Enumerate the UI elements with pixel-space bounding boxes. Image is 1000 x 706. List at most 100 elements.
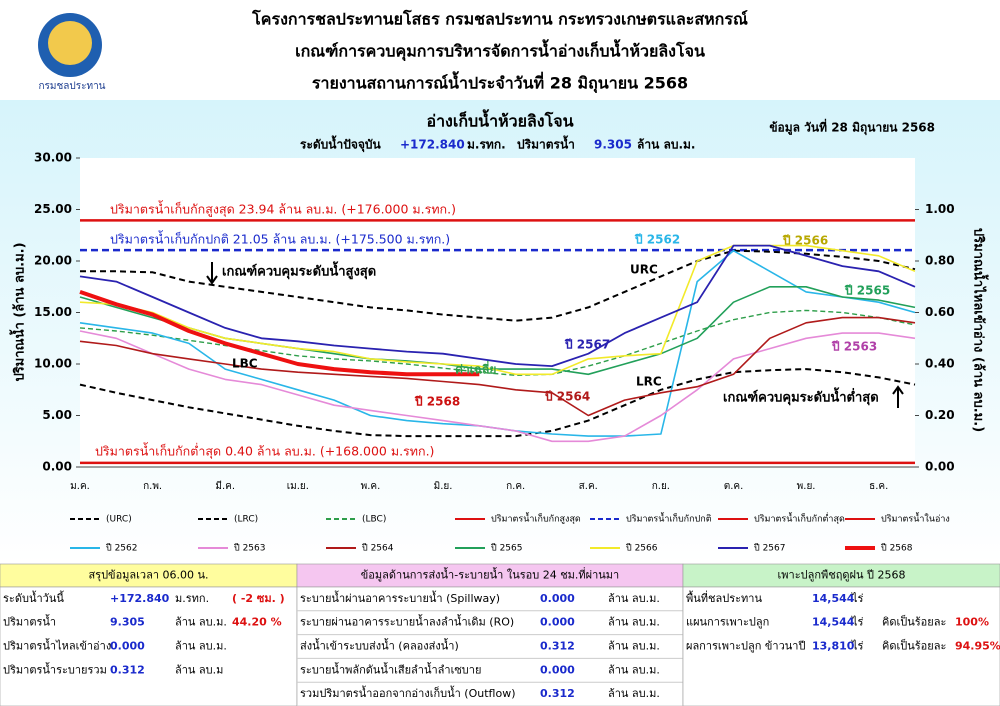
header-title: เกณฑ์การควบคุมการบริหารจัดการน้ำอ่างเก็บ… bbox=[295, 39, 705, 62]
panel-cell: ล้าน ลบ.ม. bbox=[608, 663, 660, 676]
annotation: เกณฑ์ควบคุมระดับน้ำต่ำสุด bbox=[723, 387, 879, 406]
annotation: URC bbox=[630, 263, 658, 277]
series-line bbox=[80, 249, 916, 322]
x-tick-label: พ.ค. bbox=[361, 481, 381, 492]
annotation: ปี 2567 bbox=[564, 338, 610, 352]
legend-label: ปี 2568 bbox=[881, 543, 913, 554]
annotation: ปี 2563 bbox=[831, 340, 877, 354]
y-tick-label: 10.00 bbox=[34, 357, 72, 371]
panel-cell: 0.000 bbox=[540, 592, 575, 605]
subtitle: ล้าน ลบ.ม. bbox=[637, 138, 695, 152]
panel-cell: ผลการเพาะปลูก ข้าวนาปี bbox=[686, 640, 805, 653]
series-line bbox=[79, 244, 916, 376]
legend-label: (LRC) bbox=[234, 515, 258, 525]
y2-tick-label: 0.60 bbox=[925, 305, 955, 319]
panel-cell: 0.312 bbox=[540, 640, 575, 653]
y-tick-label: 30.00 bbox=[34, 151, 72, 165]
subtitle: ปริมาตรน้ำ bbox=[517, 135, 575, 152]
reference-label: ปริมาตรน้ำเก็บกักต่ำสุด 0.40 ล้าน ลบ.ม. … bbox=[95, 442, 434, 460]
panel-cell: ระบายน้ำผ่านอาคารระบายน้ำ (Spillway) bbox=[300, 590, 500, 605]
annotation: LBC bbox=[232, 357, 258, 371]
legend-label: ปี 2562 bbox=[106, 543, 138, 554]
panel-cell: ระดับน้ำวันนี้ bbox=[3, 590, 64, 605]
annotation: ปี 2565 bbox=[844, 284, 890, 298]
x-tick-label: มี.ค. bbox=[215, 480, 235, 492]
legend-label: ปี 2565 bbox=[491, 543, 523, 554]
panel-cell: ไร่ bbox=[851, 616, 864, 629]
series-line bbox=[79, 309, 916, 376]
logo: กรมชลประทาน bbox=[38, 13, 106, 92]
panel-header: ข้อมูลด้านการส่งน้ำ-ระบายน้ำ ในรอบ 24 ชม… bbox=[361, 567, 619, 582]
x-tick-label: ก.ย. bbox=[652, 481, 670, 492]
reference-label: ปริมาตรน้ำเก็บกักปกติ 21.05 ล้าน ลบ.ม. (… bbox=[110, 230, 450, 247]
date-note: ข้อมูล วันที่ 28 มิถุนายน 2568 bbox=[769, 119, 935, 136]
y2-tick-label: 0.40 bbox=[925, 357, 955, 371]
legend-label: ปี 2563 bbox=[234, 543, 266, 554]
subtitle-value: +172.840 bbox=[400, 138, 465, 152]
legend-label: (URC) bbox=[106, 515, 132, 525]
series-line bbox=[79, 368, 916, 438]
y2-tick-label: 0.00 bbox=[925, 460, 955, 474]
legend-label: (LBC) bbox=[362, 515, 386, 525]
subtitle-value: 9.305 bbox=[594, 138, 632, 152]
annotation: ปี 2564 bbox=[544, 390, 590, 404]
panel-cell: ล้าน ลบ.ม. bbox=[608, 640, 660, 653]
panel-cell: ปริมาตรน้ำ bbox=[3, 614, 56, 629]
x-tick-label: เม.ย. bbox=[287, 481, 309, 492]
legend-label: ปริมาตรน้ำในอ่าง bbox=[881, 512, 950, 525]
annotation: ปี 2562 bbox=[634, 233, 680, 247]
panel-cell: 0.312 bbox=[110, 663, 145, 676]
header-title: รายงานสถานการณ์น้ำประจำวันที่ 28 มิถุนาย… bbox=[312, 71, 688, 94]
x-tick-label: ส.ค. bbox=[579, 481, 598, 492]
panel-body bbox=[0, 586, 298, 706]
annotation: ค่าเฉลี่ย bbox=[455, 361, 496, 377]
logo-inner bbox=[48, 21, 92, 65]
series-line bbox=[79, 316, 916, 417]
panel-cell: ปริมาตรน้ำไหลเข้าอ่าง bbox=[3, 638, 111, 653]
panel-cell: 0.000 bbox=[540, 663, 575, 676]
x-tick-label: ธ.ค. bbox=[869, 481, 888, 492]
x-tick-label: พ.ย. bbox=[797, 481, 816, 492]
annotation: ปี 2566 bbox=[782, 234, 828, 248]
panel-cell: แผนการเพาะปลูก bbox=[686, 616, 769, 629]
y2-tick-label: 1.00 bbox=[925, 202, 955, 216]
subtitle: ระดับน้ำปัจจุบัน bbox=[300, 135, 382, 153]
x-tick-label: ก.ค. bbox=[506, 481, 525, 492]
panel-cell: คิดเป็นร้อยละ bbox=[882, 615, 946, 629]
panel-cell: คิดเป็นร้อยละ bbox=[882, 639, 946, 653]
panel-cell: 9.305 bbox=[110, 616, 145, 629]
y-tick-label: 20.00 bbox=[34, 254, 72, 268]
y-tick-label: 25.00 bbox=[34, 202, 72, 216]
panel-cell: ไร่ bbox=[851, 592, 864, 605]
series-line bbox=[79, 330, 916, 443]
y-tick-label: 0.00 bbox=[42, 460, 72, 474]
panel-cell: 13,810 bbox=[812, 640, 855, 653]
x-tick-label: ต.ค. bbox=[724, 481, 744, 492]
panel-cell: ปริมาตรน้ำระบายรวม bbox=[3, 661, 107, 676]
x-tick-label: ม.ค. bbox=[70, 481, 90, 492]
legend-label: ปริมาตรน้ำเก็บกักสูงสุด bbox=[491, 512, 581, 525]
panel-cell: ไร่ bbox=[851, 640, 864, 653]
panel-cell: 0.000 bbox=[540, 616, 575, 629]
panel-cell: ระบายน้ำพลักดันน้ำเสียลำน้ำลำเซบาย bbox=[300, 661, 481, 676]
series-line bbox=[79, 244, 916, 367]
y-tick-label: 15.00 bbox=[34, 305, 72, 319]
panel-cell: ล้าน ลบ.ม. bbox=[175, 640, 227, 653]
panel-cell: ล้าน ลบ.ม. bbox=[608, 687, 660, 700]
y-tick-label: 5.00 bbox=[42, 408, 72, 422]
panel-cell: ระบายผ่านอาคารระบายน้ำลงลำน้ำเดิม (RO) bbox=[300, 614, 514, 629]
arrow bbox=[206, 262, 218, 285]
panel-body bbox=[682, 586, 1000, 706]
legend-label: ปริมาตรน้ำเก็บกักต่ำสุด bbox=[754, 512, 845, 525]
panel-cell: 14,544 bbox=[812, 592, 855, 605]
panel-cell: +172.840 bbox=[110, 592, 170, 605]
header-title: โครงการชลประทานยโสธร กรมชลประทาน กระทรวง… bbox=[251, 9, 748, 29]
panel-cell: 100% bbox=[955, 616, 989, 629]
panel-cell: 0.000 bbox=[110, 640, 145, 653]
x-tick-label: ก.พ. bbox=[143, 481, 162, 492]
panel-cell: 44.20 % bbox=[232, 616, 282, 629]
panel-cell: ล้าน ลบ.ม. bbox=[175, 616, 227, 629]
legend-label: ปี 2564 bbox=[362, 543, 394, 554]
legend-label: ปี 2567 bbox=[754, 543, 786, 554]
